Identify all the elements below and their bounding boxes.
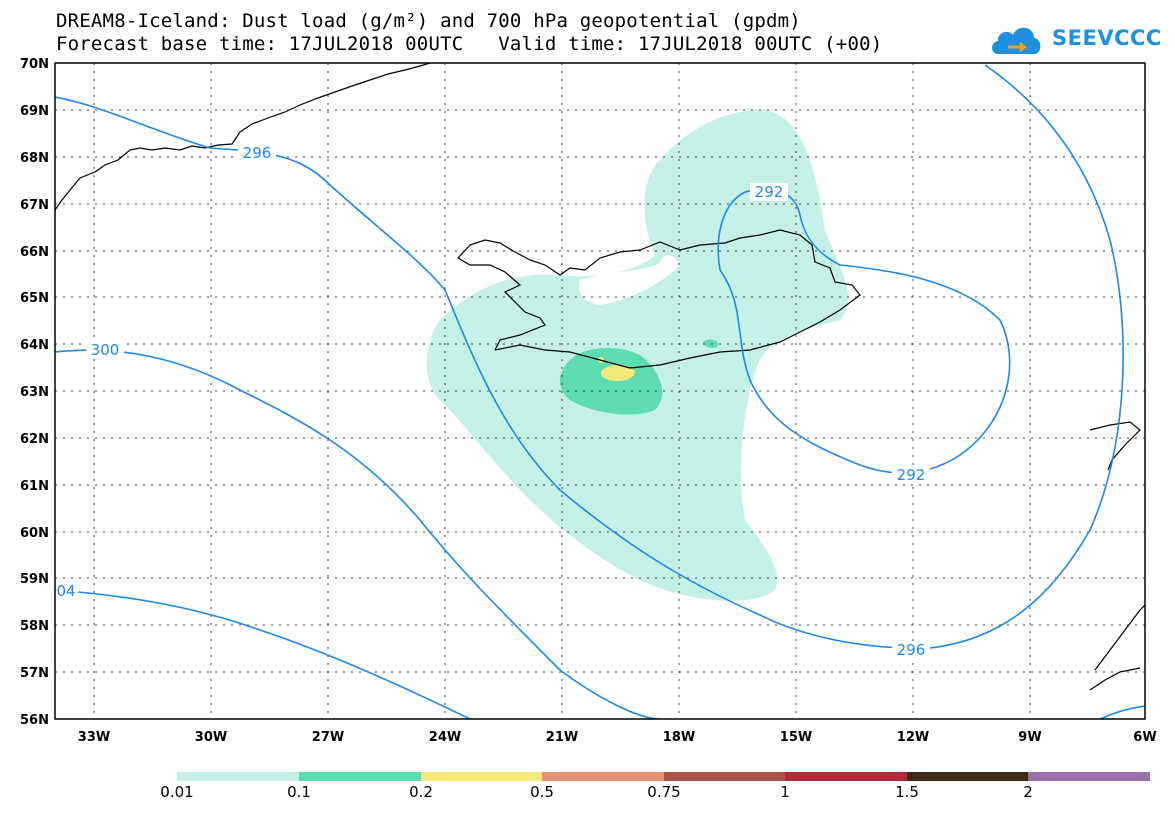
coastline-greenland — [55, 63, 431, 211]
dust-area-0.1-small — [703, 339, 719, 349]
colorbar-segment — [421, 772, 542, 781]
colorbar-segment — [785, 772, 907, 781]
colorbar-segment — [299, 772, 421, 781]
lon-label: 12W — [897, 730, 929, 745]
lat-label: 65N — [20, 291, 49, 306]
lat-label: 68N — [20, 151, 49, 166]
cloud-icon — [992, 27, 1041, 54]
contour-se-corner — [1099, 705, 1145, 719]
colorbar-tick: 0.2 — [409, 783, 433, 801]
lat-label: 61N — [20, 479, 49, 494]
lat-label: 63N — [20, 385, 49, 400]
colorbar-segment — [664, 772, 785, 781]
logo-text: SEEVCCC — [1052, 26, 1162, 50]
colorbar-segment — [542, 772, 664, 781]
coastline-faroe-scotland — [1089, 421, 1145, 691]
lon-label: 6W — [1133, 730, 1156, 745]
lat-label: 58N — [20, 619, 49, 634]
map-subtitle: Forecast base time: 17JUL2018 00UTC Vali… — [56, 33, 883, 55]
colorbar-segment — [1028, 772, 1150, 781]
colorbar-segment — [907, 772, 1028, 781]
lat-label: 59N — [20, 572, 49, 587]
contour-label-296-south: 296 — [897, 641, 926, 659]
lat-label: 57N — [20, 666, 49, 681]
contour-label-292-top: 292 — [755, 183, 784, 201]
lon-label: 30W — [195, 730, 227, 745]
lon-label: 21W — [546, 730, 578, 745]
lon-label: 24W — [429, 730, 461, 745]
colorbar-tick: 0.5 — [530, 783, 554, 801]
dust-hole-ice — [578, 254, 680, 305]
colorbar-segment — [177, 772, 299, 781]
lon-label: 18W — [663, 730, 695, 745]
lat-label: 67N — [20, 198, 49, 213]
map-title: DREAM8-Iceland: Dust load (g/m²) and 700… — [56, 10, 801, 32]
colorbar-tick: 0.1 — [287, 783, 311, 801]
lat-label: 60N — [20, 526, 49, 541]
colorbar — [177, 772, 1150, 781]
contour-296-north — [55, 64, 1124, 649]
lat-label: 69N — [20, 104, 49, 119]
lon-label: 15W — [780, 730, 812, 745]
lon-label: 33W — [78, 730, 110, 745]
contour-304 — [55, 589, 471, 719]
colorbar-tick: 0.01 — [160, 783, 194, 801]
lat-label: 56N — [20, 713, 49, 728]
contour-label-292-bottom: 292 — [897, 466, 926, 484]
lon-label: 27W — [312, 730, 344, 745]
lon-label: 9W — [1018, 730, 1041, 745]
lat-label: 70N — [20, 57, 49, 72]
lat-label: 64N — [20, 338, 49, 353]
contour-label-296-north: 296 — [243, 144, 272, 162]
dust-area-0.1 — [559, 348, 663, 415]
lat-label: 62N — [20, 432, 49, 447]
colorbar-tick: 1.5 — [895, 783, 919, 801]
colorbar-tick: 1 — [780, 783, 790, 801]
contour-label-300: 300 — [91, 341, 120, 359]
colorbar-tick: 2 — [1023, 783, 1033, 801]
lat-label: 66N — [20, 245, 49, 260]
contour-300 — [55, 349, 661, 719]
coastline-iceland — [457, 229, 861, 369]
colorbar-tick: 0.75 — [647, 783, 681, 801]
contour-label-304: 04 — [56, 582, 75, 600]
dust-area-0.2 — [600, 364, 635, 381]
